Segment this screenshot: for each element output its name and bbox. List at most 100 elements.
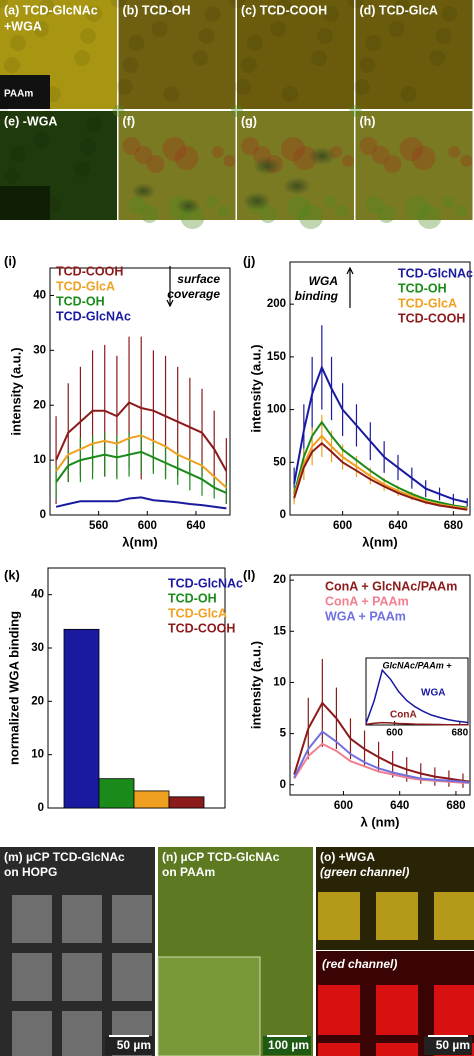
dark-spot <box>131 183 156 199</box>
bar <box>98 778 135 809</box>
series-label: WGA <box>421 688 445 699</box>
texture <box>460 155 473 167</box>
scale-bar-bg <box>263 1036 311 1055</box>
dark-spot <box>308 147 336 165</box>
texture <box>134 146 153 164</box>
y-axis-label: intensity (a.u.) <box>248 344 263 432</box>
series-line <box>293 701 471 783</box>
texture <box>299 205 323 229</box>
panel-label: (o) +WGA <box>320 850 375 864</box>
y-tick-label: 40 <box>33 289 46 301</box>
texture <box>429 50 446 66</box>
panel-label: (l) <box>243 567 255 582</box>
panel-label: on PAAm <box>162 865 215 879</box>
texture <box>287 196 311 220</box>
texture <box>128 35 145 51</box>
dark-spot <box>253 157 281 175</box>
texture <box>198 28 215 44</box>
x-tick-label: 640 <box>186 520 205 532</box>
x-tick-label: 600 <box>386 728 403 739</box>
texture <box>411 146 436 170</box>
texture <box>353 79 370 95</box>
panel-label: (k) <box>4 567 20 582</box>
y-tick-label: 30 <box>31 642 44 654</box>
texture <box>241 57 257 73</box>
series-line <box>293 364 468 504</box>
texture <box>4 168 20 184</box>
texture <box>323 6 339 22</box>
legend-entry: TCD-GlcA <box>56 279 115 293</box>
y-tick-label: 30 <box>33 344 46 356</box>
annotation: WGA <box>309 274 338 288</box>
red-square <box>318 1043 360 1056</box>
hopg-square <box>112 895 152 943</box>
x-tick-label: 680 <box>446 800 465 812</box>
texture <box>347 0 364 8</box>
panel-label: (c) TCD-COOH <box>241 3 327 17</box>
red-square <box>376 985 418 1035</box>
texture <box>441 6 458 22</box>
texture <box>359 57 376 73</box>
image-panel <box>118 0 236 109</box>
y-tick-label: 10 <box>273 676 286 688</box>
panel-label: (f) <box>123 114 136 128</box>
hopg-square <box>112 953 152 1001</box>
y-tick-label: 10 <box>31 749 44 761</box>
legend-entry: TCD-GlcNAc <box>168 576 243 590</box>
legend-entry: TCD-OH <box>398 281 447 295</box>
texture <box>39 110 55 126</box>
texture <box>74 161 90 177</box>
annotation: surface <box>177 272 220 286</box>
paam-region <box>0 75 50 109</box>
texture <box>174 146 199 170</box>
texture <box>282 86 298 102</box>
y-tick-label: 150 <box>267 351 286 363</box>
legend-entry: TCD-GlcA <box>168 606 227 620</box>
texture <box>336 205 348 217</box>
scale-bar-label: 50 µm <box>436 1038 470 1052</box>
series-line <box>293 434 468 510</box>
texture <box>442 196 455 208</box>
series-line <box>55 450 227 494</box>
panel-label: (m) µCP TCD-GlcNAc <box>4 850 125 864</box>
legend-entry: TCD-OH <box>168 591 217 605</box>
y-tick-label: 0 <box>280 779 286 791</box>
y-tick-label: 15 <box>273 625 286 637</box>
texture <box>80 139 96 155</box>
texture <box>163 86 180 102</box>
y-tick-label: 0 <box>40 509 46 521</box>
panel-label: (b) TCD-OH <box>123 3 191 17</box>
texture <box>417 205 442 229</box>
y-tick-label: 10 <box>33 454 46 466</box>
texture <box>33 21 49 37</box>
texture <box>405 196 430 220</box>
hopg-square <box>62 953 102 1001</box>
texture <box>10 146 26 162</box>
texture <box>0 103 8 119</box>
texture <box>223 155 236 167</box>
texture <box>86 117 102 133</box>
y-tick-label: 0 <box>38 802 44 814</box>
arrow-head <box>166 299 174 308</box>
texture <box>241 137 259 155</box>
texture <box>365 196 384 214</box>
series-line <box>293 441 468 511</box>
y-tick-label: 200 <box>267 298 286 310</box>
series-line <box>365 668 469 724</box>
texture <box>39 0 55 15</box>
red-square <box>376 1043 418 1056</box>
x-tick-label: 560 <box>89 520 108 532</box>
y-tick-label: 5 <box>280 728 287 740</box>
legend-entry: TCD-COOH <box>168 621 235 635</box>
texture <box>317 28 333 44</box>
legend-entry: TCD-GlcA <box>398 296 457 310</box>
texture <box>162 137 187 161</box>
dark-spot <box>243 192 271 210</box>
texture <box>359 137 378 155</box>
x-tick-label: 680 <box>444 520 463 532</box>
y-axis-label: intensity (a.u.) <box>248 641 263 729</box>
y-tick-label: 20 <box>273 574 286 586</box>
texture <box>383 155 402 173</box>
